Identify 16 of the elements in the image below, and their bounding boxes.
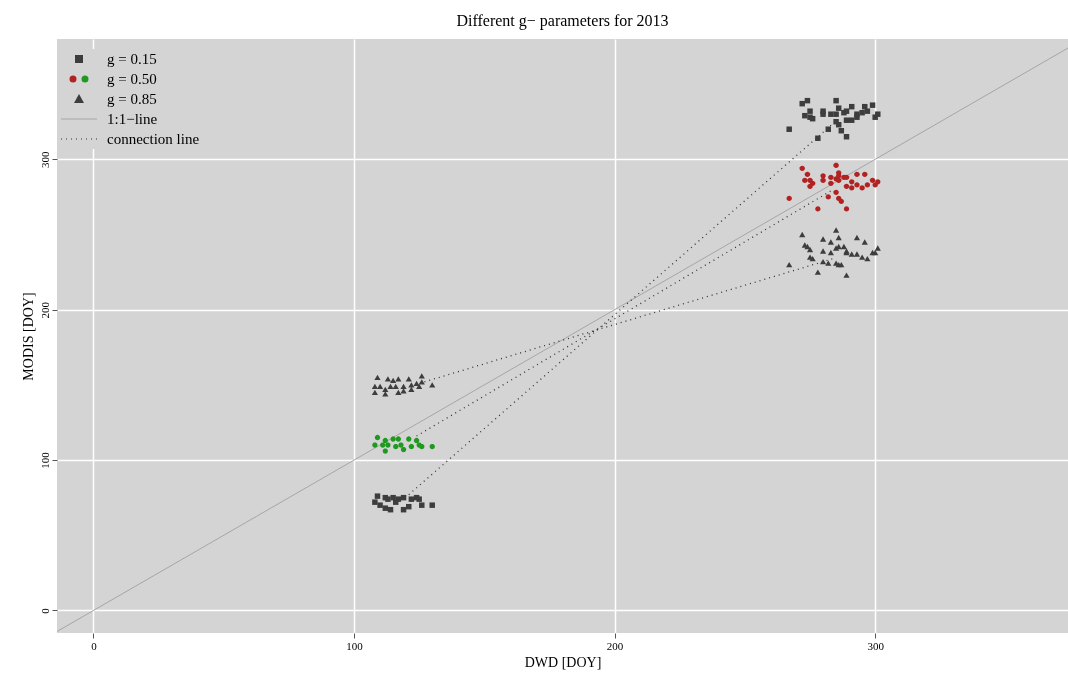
x-axis-title: DWD [DOY]	[524, 654, 602, 670]
chart-title: Different g− parameters for 2013	[456, 12, 669, 30]
x-tick-label: 200	[606, 639, 624, 652]
x-tick-label: 0	[91, 639, 98, 652]
y-tick-label: 200	[38, 301, 51, 319]
legend-label: g = 0.15	[107, 50, 157, 69]
y-axis-title: MODIS [DOY]	[20, 292, 36, 381]
legend-label: g = 0.85	[107, 90, 157, 109]
y-tick-label: 300	[38, 151, 51, 169]
y-tick-label: 100	[38, 451, 51, 469]
legend-label: 1:1−line	[107, 110, 158, 129]
legend-label: g = 0.50	[107, 70, 157, 89]
y-tick-label: 0	[38, 607, 51, 614]
x-tick-label: 300	[867, 639, 885, 652]
legend-label: connection line	[107, 130, 200, 149]
x-tick-label: 100	[346, 639, 364, 652]
